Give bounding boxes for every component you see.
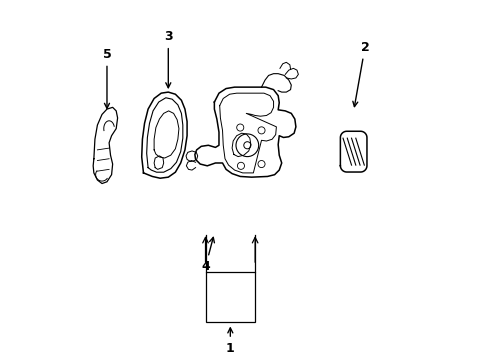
Text: 5: 5 (102, 48, 111, 108)
Text: 3: 3 (163, 30, 172, 88)
Text: 4: 4 (201, 237, 214, 273)
Text: 1: 1 (225, 328, 234, 355)
Text: 2: 2 (352, 41, 368, 107)
Bar (205, 272, 255, 322)
